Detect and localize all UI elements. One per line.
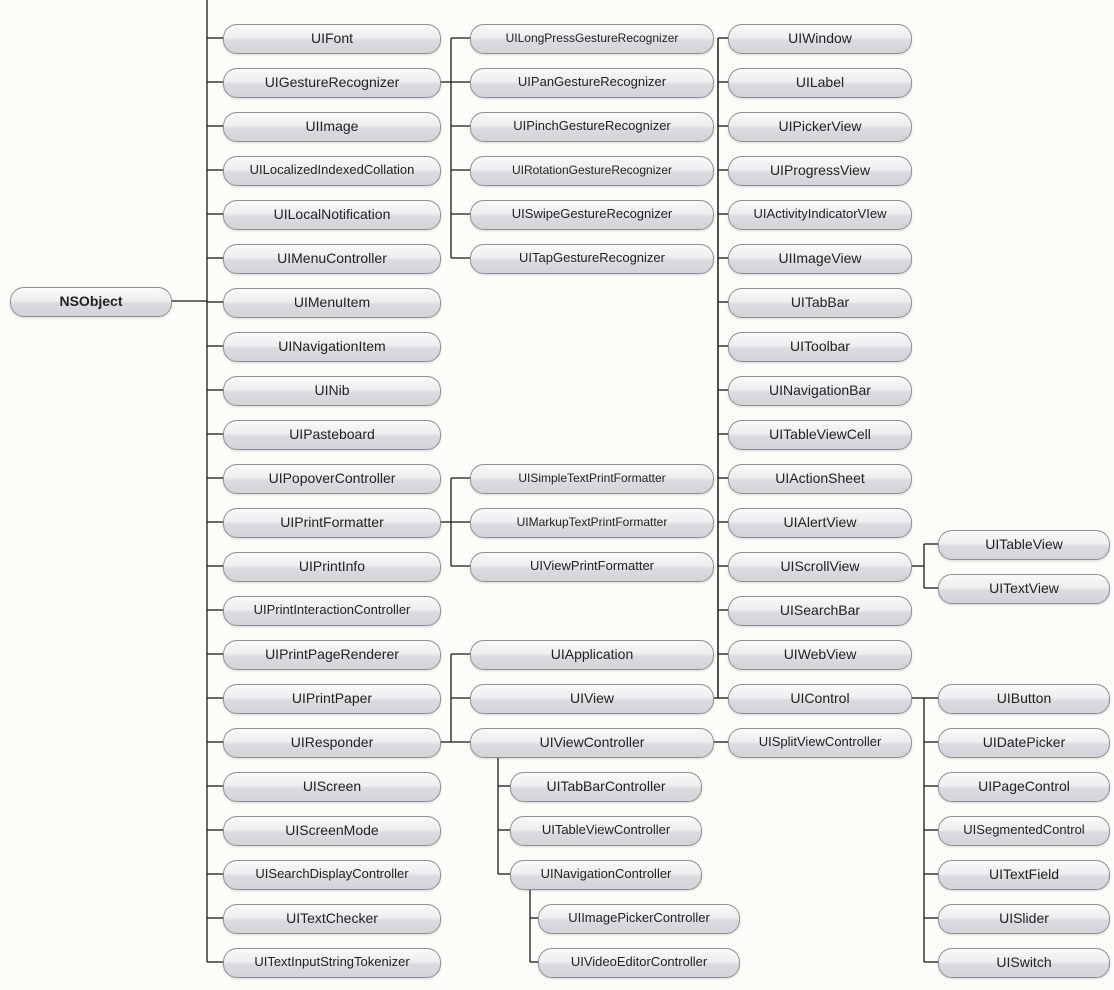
class-node-uitabbar: UITabBar bbox=[728, 288, 912, 318]
class-node-uibutton: UIButton bbox=[938, 684, 1110, 714]
class-node-uiprogressview: UIProgressView bbox=[728, 156, 912, 186]
class-node-uiprintpaper: UIPrintPaper bbox=[223, 684, 441, 714]
class-node-uitextfield: UITextField bbox=[938, 860, 1110, 890]
class-node-uiprintpage: UIPrintPageRenderer bbox=[223, 640, 441, 670]
class-node-uilocalized: UILocalizedIndexedCollation bbox=[223, 156, 441, 186]
class-node-uitextinputtok: UITextInputStringTokenizer bbox=[223, 948, 441, 978]
class-node-uiswitch: UISwitch bbox=[938, 948, 1110, 978]
class-node-uinavitem: UINavigationItem bbox=[223, 332, 441, 362]
class-node-uiactivity: UIActivityIndicatorVIew bbox=[728, 200, 912, 230]
class-node-uiswipe: UISwipeGestureRecognizer bbox=[470, 200, 714, 230]
class-node-uiwindow: UIWindow bbox=[728, 24, 912, 54]
class-node-uiprintinter: UIPrintInteractionController bbox=[223, 596, 441, 626]
class-node-uicontrol: UIControl bbox=[728, 684, 912, 714]
class-node-uiscrollview: UIScrollView bbox=[728, 552, 912, 582]
class-node-uialertview: UIAlertView bbox=[728, 508, 912, 538]
class-node-uidatepicker: UIDatePicker bbox=[938, 728, 1110, 758]
class-node-uiimage: UIImage bbox=[223, 112, 441, 142]
class-node-uigesture: UIGestureRecognizer bbox=[223, 68, 441, 98]
class-node-uislider: UISlider bbox=[938, 904, 1110, 934]
class-node-uisegmented: UISegmentedControl bbox=[938, 816, 1110, 846]
class-node-uiscreenmode: UIScreenMode bbox=[223, 816, 441, 846]
class-node-uimarkup: UIMarkupTextPrintFormatter bbox=[470, 508, 714, 538]
class-node-uinib: UINib bbox=[223, 376, 441, 406]
class-node-uitablecell: UITableViewCell bbox=[728, 420, 912, 450]
class-node-uiprintinfo: UIPrintInfo bbox=[223, 552, 441, 582]
class-node-uipasteboard: UIPasteboard bbox=[223, 420, 441, 450]
class-node-uisplit: UISplitViewController bbox=[728, 728, 912, 758]
class-node-uitap: UITapGestureRecognizer bbox=[470, 244, 714, 274]
class-node-uinavbar: UINavigationBar bbox=[728, 376, 912, 406]
class-node-uitextchecker: UITextChecker bbox=[223, 904, 441, 934]
class-node-uisearchbar: UISearchBar bbox=[728, 596, 912, 626]
class-node-uipickerview: UIPickerView bbox=[728, 112, 912, 142]
class-node-uiimageview: UIImageView bbox=[728, 244, 912, 274]
class-hierarchy-diagram: NSObject UIFont UIGestureRecognizer UIImage… bbox=[0, 0, 1114, 990]
class-node-uilongpress: UILongPressGestureRecognizer bbox=[470, 24, 714, 54]
class-node-uivideoeditor: UIVideoEditorController bbox=[538, 948, 740, 978]
class-node-uipagecontrol: UIPageControl bbox=[938, 772, 1110, 802]
class-node-uiresponder: UIResponder bbox=[223, 728, 441, 758]
class-node-uimenuitem: UIMenuItem bbox=[223, 288, 441, 318]
class-node-uiactionsheet: UIActionSheet bbox=[728, 464, 912, 494]
class-node-uitoolbar: UIToolbar bbox=[728, 332, 912, 362]
class-node-uiapplication: UIApplication bbox=[470, 640, 714, 670]
class-node-uitableviewcontroller: UITableViewController bbox=[510, 816, 702, 846]
class-node-nsobject: NSObject bbox=[10, 287, 172, 317]
class-node-uilocalnotif: UILocalNotification bbox=[223, 200, 441, 230]
class-node-uilabel: UILabel bbox=[728, 68, 912, 98]
class-node-uitabbarcontroller: UITabBarController bbox=[510, 772, 702, 802]
class-node-uimenucontroller: UIMenuController bbox=[223, 244, 441, 274]
class-node-uiwebview: UIWebView bbox=[728, 640, 912, 670]
class-node-uiviewprint: UIViewPrintFormatter bbox=[470, 552, 714, 582]
class-node-uiviewcontroller: UIViewController bbox=[470, 728, 714, 758]
class-node-uiscreen: UIScreen bbox=[223, 772, 441, 802]
class-node-uipopover: UIPopoverController bbox=[223, 464, 441, 494]
class-node-uirotation: UIRotationGestureRecognizer bbox=[470, 156, 714, 186]
class-node-uifont: UIFont bbox=[223, 24, 441, 54]
class-node-uitextview: UITextView bbox=[938, 574, 1110, 604]
class-node-uipan: UIPanGestureRecognizer bbox=[470, 68, 714, 98]
class-node-uipinch: UIPinchGestureRecognizer bbox=[470, 112, 714, 142]
class-node-uinavcontroller: UINavigationController bbox=[510, 860, 702, 890]
class-node-uiprintformatter: UIPrintFormatter bbox=[223, 508, 441, 538]
class-node-uiview: UIView bbox=[470, 684, 714, 714]
class-node-uiimagepicker: UIImagePickerController bbox=[538, 904, 740, 934]
class-node-uisearchdisp: UISearchDisplayController bbox=[223, 860, 441, 890]
class-node-uitableview: UITableView bbox=[938, 530, 1110, 560]
class-node-uisimpletext: UISimpleTextPrintFormatter bbox=[470, 464, 714, 494]
